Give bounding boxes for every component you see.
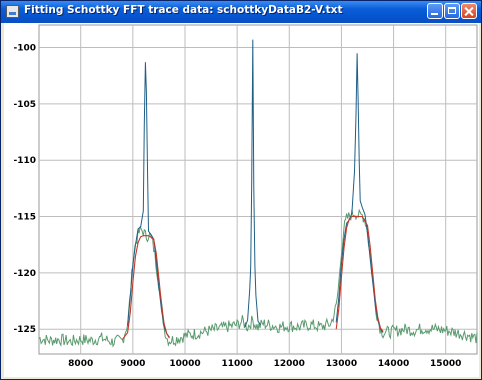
y-tick-label: -125 [13,325,36,335]
close-icon[interactable] [461,3,477,19]
minimize-icon[interactable] [427,3,443,19]
y-tick-label: -105 [13,100,36,110]
x-tick-label: 11000 [221,359,252,369]
x-tick-label: 13000 [326,359,357,369]
fft-trace-chart: 8000 9000 10000 11000 12000 13000 14000 15000 -1… [4,23,479,377]
y-tick-label: -115 [13,213,36,223]
y-tick-label: -120 [13,269,36,279]
y-tick-label: -100 [13,44,36,54]
maximize-icon[interactable] [444,3,460,19]
x-tick-label: 10000 [169,359,200,369]
x-tick-label: 12000 [274,359,305,369]
x-tick-label: 14000 [378,359,409,369]
y-tick-label: -110 [13,156,36,166]
window-title: Fitting Schottky FFT trace data: schottk… [24,4,342,16]
title-bar[interactable]: Fitting Schottky FFT trace data: schottk… [1,1,481,23]
x-tick-label: 9000 [120,359,145,369]
java-cup-icon[interactable] [6,5,19,18]
x-tick-label: 15000 [430,359,461,369]
plot-area [39,25,477,354]
chart-panel: 8000 9000 10000 11000 12000 13000 14000 15000 -1… [4,23,479,377]
x-tick-label: 8000 [68,359,93,369]
